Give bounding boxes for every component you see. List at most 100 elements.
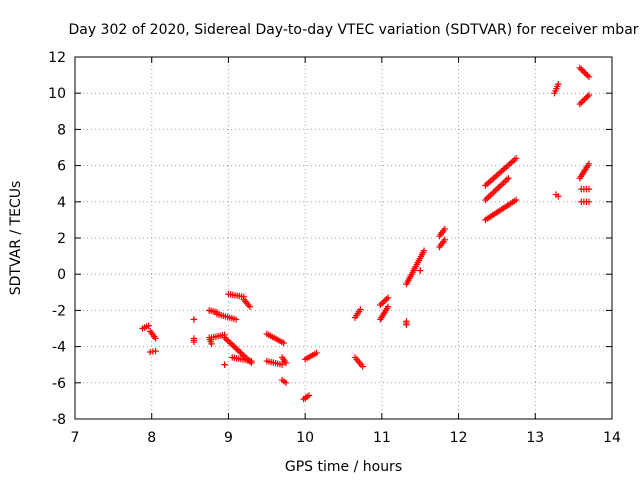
data-point — [485, 179, 492, 186]
data-point — [232, 344, 239, 352]
data-point — [585, 91, 593, 99]
data-point — [496, 169, 504, 176]
y-axis-label: SDTVAR / TECUs — [8, 181, 24, 296]
data-point — [483, 180, 491, 188]
y-tick-label: -8 — [52, 412, 66, 428]
data-point — [384, 294, 392, 301]
data-point — [152, 347, 159, 355]
data-point — [503, 163, 510, 171]
data-point — [238, 350, 246, 358]
data-point — [235, 347, 243, 355]
y-tick-label: 8 — [57, 122, 66, 138]
data-point — [582, 94, 590, 102]
data-point — [403, 321, 410, 329]
y-tick-label: 4 — [57, 195, 66, 211]
data-point — [581, 96, 588, 103]
y-tick-label: -6 — [52, 376, 66, 392]
data-point — [504, 162, 512, 169]
data-point — [380, 298, 387, 306]
data-point — [208, 340, 215, 348]
data-point — [383, 295, 390, 303]
data-point — [509, 158, 517, 165]
data-point — [229, 341, 236, 349]
x-tick-label: 12 — [450, 430, 468, 446]
y-tick-label: -2 — [52, 303, 66, 319]
data-point — [378, 300, 386, 307]
data-point — [585, 160, 593, 167]
data-point — [246, 303, 254, 310]
data-point — [357, 306, 364, 313]
data-point — [280, 339, 287, 347]
x-tick-label: 14 — [603, 430, 621, 446]
x-tick-label: 7 — [71, 430, 80, 446]
data-point — [226, 338, 233, 346]
data-marks — [139, 64, 593, 403]
data-point — [511, 156, 518, 163]
data-point — [190, 338, 198, 346]
data-point — [420, 247, 428, 254]
x-tick-label: 13 — [526, 430, 544, 446]
data-point — [305, 392, 313, 399]
data-point — [512, 155, 520, 162]
data-point — [237, 349, 244, 356]
data-point — [512, 196, 520, 204]
data-point — [384, 303, 392, 310]
data-point — [232, 316, 240, 323]
y-tick-label: 12 — [48, 50, 66, 66]
data-point — [490, 175, 497, 182]
data-point — [377, 301, 384, 309]
x-tick-label: 11 — [373, 430, 391, 446]
data-point — [582, 70, 590, 78]
data-point — [493, 172, 500, 179]
data-point — [152, 335, 159, 342]
y-tick-label: 2 — [57, 231, 66, 247]
data-point — [487, 178, 494, 185]
data-point — [499, 166, 507, 173]
data-point — [313, 349, 320, 357]
data-point — [224, 337, 231, 344]
x-tick-label: 10 — [296, 430, 314, 446]
data-point — [585, 185, 593, 193]
data-point — [578, 99, 585, 106]
y-tick-label: 6 — [57, 159, 66, 175]
data-point — [381, 297, 389, 304]
data-point — [576, 100, 583, 108]
data-point — [359, 363, 366, 370]
data-point — [441, 225, 448, 233]
data-point — [505, 175, 512, 182]
x-tick-label: 8 — [147, 430, 156, 446]
data-point — [482, 182, 489, 189]
data-point — [488, 176, 496, 183]
data-point — [581, 69, 588, 76]
axes: 7 8 9 10 11 12 13 14 -8 -6 -4 -2 0 2 4 6 8 10 12 — [48, 50, 621, 446]
data-point — [501, 165, 509, 172]
data-point — [495, 170, 502, 178]
data-point — [248, 357, 255, 365]
data-point — [585, 73, 593, 81]
data-point — [584, 72, 591, 79]
data-point — [234, 346, 241, 353]
data-point — [417, 267, 424, 274]
y-tick-label: 10 — [48, 86, 66, 102]
data-point — [145, 322, 152, 329]
y-tick-label: 0 — [57, 267, 66, 283]
data-point — [441, 236, 448, 244]
data-point — [491, 173, 499, 181]
data-point — [230, 343, 238, 350]
data-point — [555, 193, 562, 200]
data-point — [498, 168, 505, 175]
data-point — [584, 93, 591, 100]
data-point — [576, 64, 583, 72]
data-point — [278, 361, 286, 368]
data-point — [579, 67, 587, 75]
data-point — [282, 379, 290, 386]
data-point — [221, 361, 228, 368]
y-tick-label: -4 — [52, 340, 66, 356]
x-tick-label: 9 — [224, 430, 233, 446]
data-point — [506, 160, 513, 168]
grid — [75, 57, 612, 419]
data-point — [555, 80, 562, 88]
data-point — [578, 66, 585, 73]
data-point — [282, 359, 290, 367]
